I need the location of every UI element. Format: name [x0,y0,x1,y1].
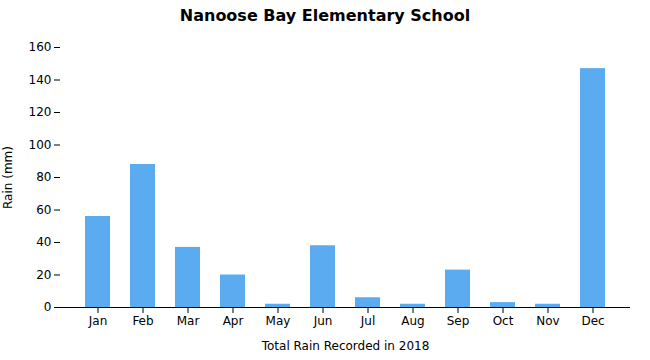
svg-text:Aug: Aug [401,314,424,328]
svg-text:Rain (mm): Rain (mm) [1,146,15,209]
svg-text:Jun: Jun [313,314,333,328]
svg-text:20: 20 [36,268,51,282]
svg-text:Jul: Jul [360,314,375,328]
html-text:Nanoose Bay Elementary School: Nanoose Bay Elementary School [179,6,471,25]
svg-text:Jan: Jan [88,314,108,328]
svg-text:Total Rain Recorded in 2018: Total Rain Recorded in 2018 [261,339,430,353]
svg-text:Apr: Apr [223,314,244,328]
svg-text:140: 140 [29,73,52,87]
svg-text:120: 120 [29,105,52,119]
svg-text:May: May [266,314,291,328]
svg-text:Dec: Dec [581,314,604,328]
svg-text:160: 160 [29,40,52,54]
svg-text:Sep: Sep [447,314,470,328]
svg-text:60: 60 [36,203,51,217]
svg-text:Oct: Oct [493,314,514,328]
svg-text:Feb: Feb [132,314,153,328]
svg-text:40: 40 [36,235,51,249]
svg-text:0: 0 [44,300,52,314]
svg-text:80: 80 [36,170,51,184]
svg-text:Nov: Nov [536,314,559,328]
svg-text:Mar: Mar [177,314,200,328]
svg-text:100: 100 [29,138,52,152]
